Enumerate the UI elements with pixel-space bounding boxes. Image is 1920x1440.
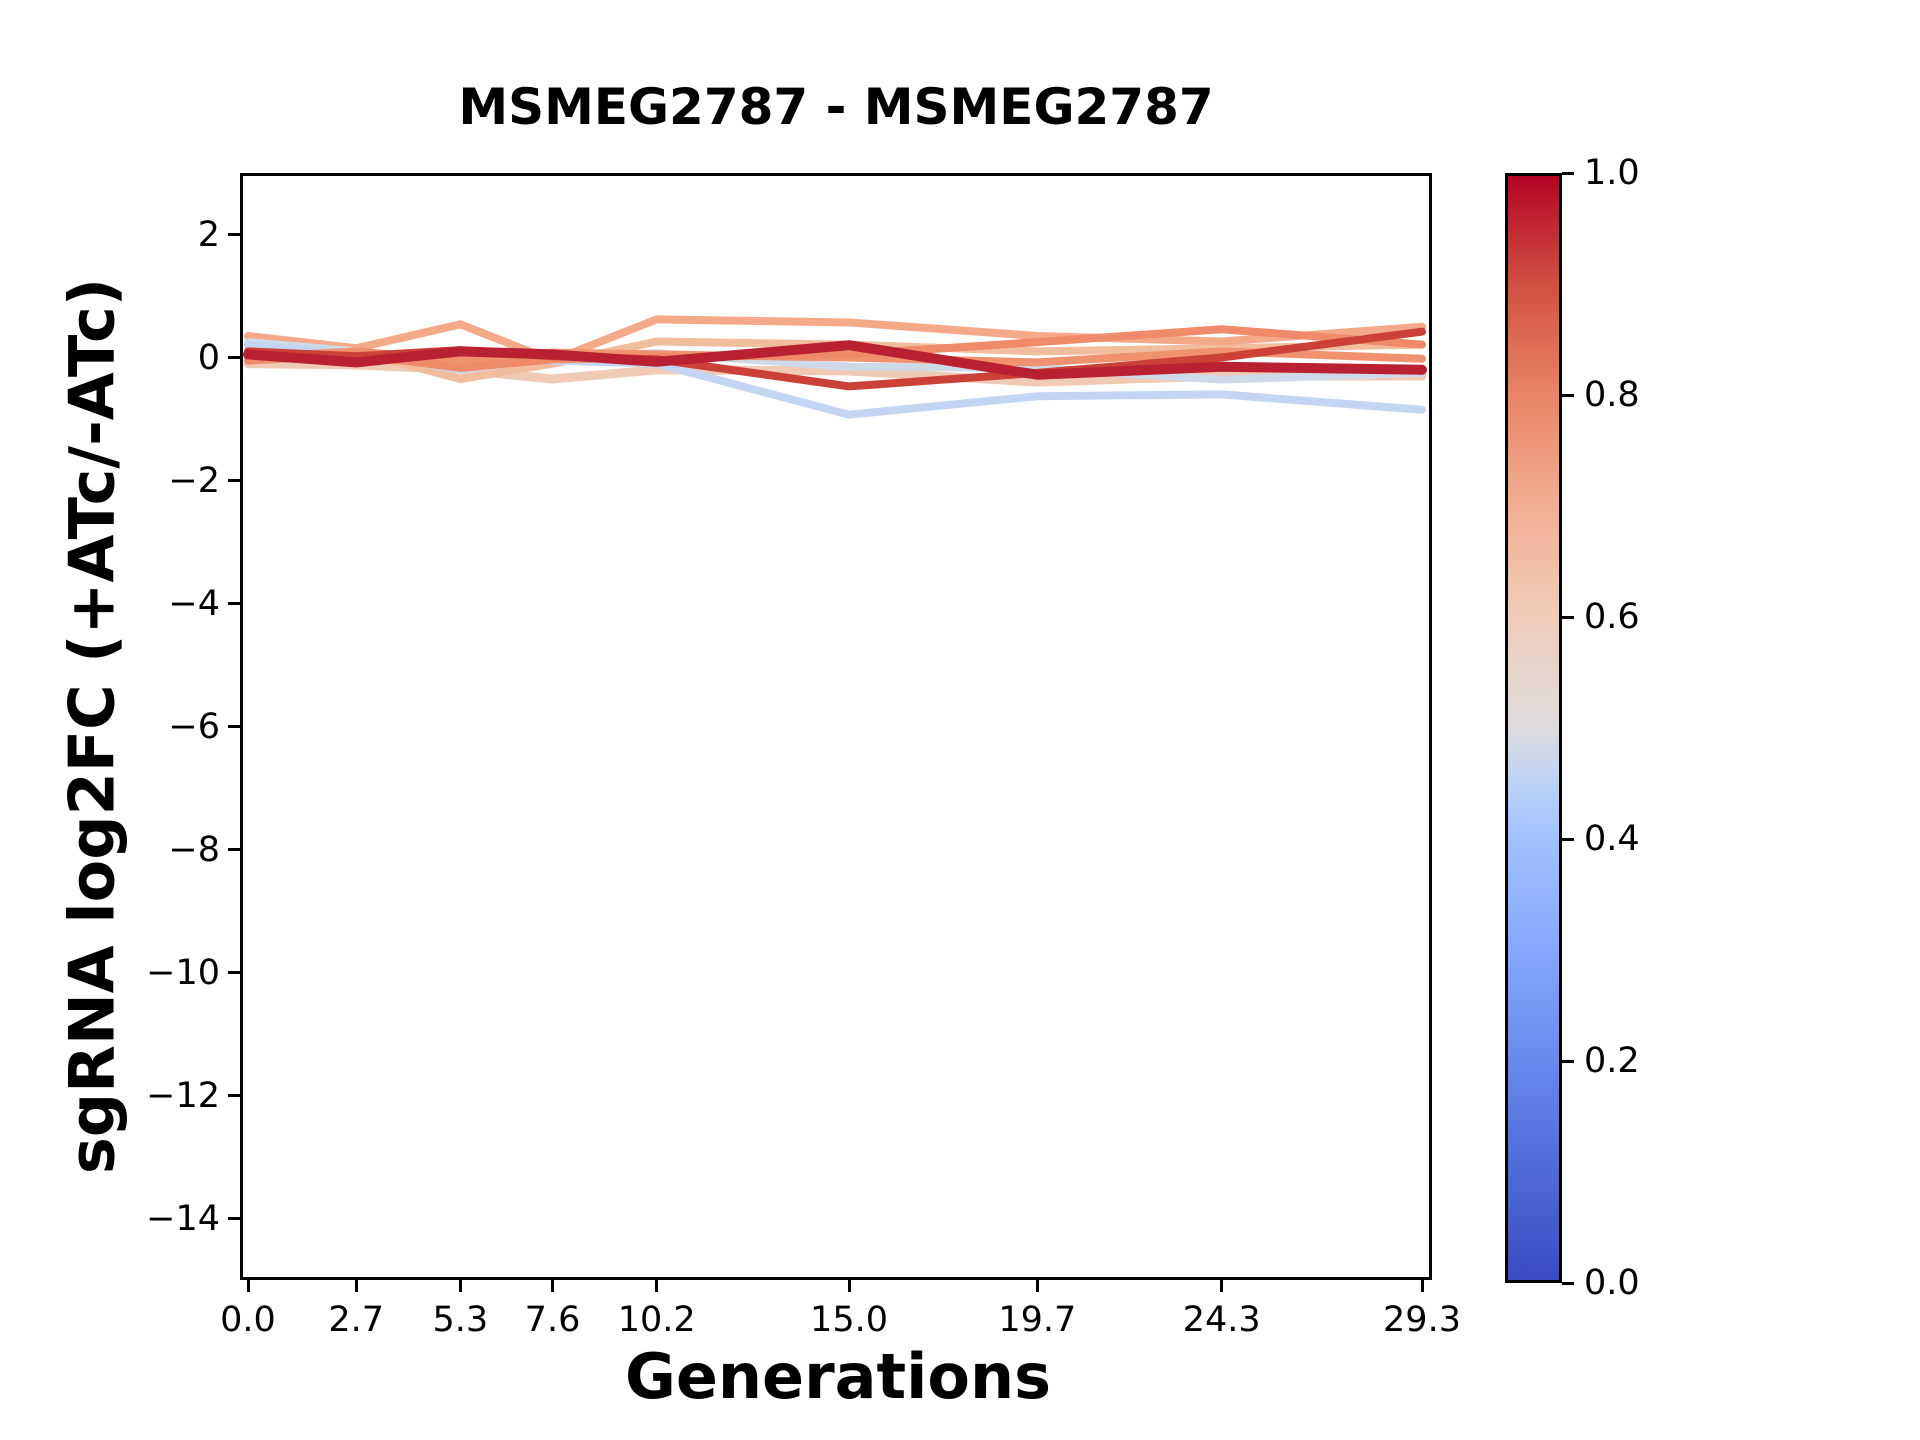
x-tick-label: 10.2 [617,1300,696,1340]
y-tick-mark [228,356,240,359]
colorbar-gradient [1508,176,1559,1280]
y-tick-mark [228,602,240,605]
x-tick-mark [246,1280,250,1292]
x-tick-label: 5.3 [432,1300,489,1340]
y-tick-mark [228,233,240,236]
y-tick-label: −14 [146,1198,220,1239]
y-tick-mark [228,971,240,974]
chart-title: MSMEG2787 - MSMEG2787 [458,78,1214,136]
x-tick-mark [458,1280,462,1292]
colorbar-tick-mark [1562,837,1574,841]
colorbar [1505,173,1562,1283]
y-tick-mark [228,725,240,728]
colorbar-tick-label: 0.8 [1584,375,1640,415]
x-tick-label: 29.3 [1383,1300,1461,1340]
colorbar-tick-label: 0.4 [1584,819,1640,859]
x-tick-label: 0.0 [220,1300,276,1340]
x-tick-label: 2.7 [328,1300,385,1340]
series-line-sgRNA-5 [244,315,1426,365]
x-tick-mark [847,1280,851,1292]
series-lines [243,315,1427,419]
x-tick-mark [354,1280,358,1292]
x-tick-mark [1035,1280,1039,1292]
x-tick-mark [1420,1280,1424,1292]
colorbar-tick-mark [1562,171,1574,175]
y-tick-label: −2 [168,460,220,501]
y-tick-mark [228,1217,240,1220]
series-line-sgRNA-1 [243,340,1427,380]
x-tick-label: 15.0 [810,1300,888,1340]
colorbar-tick-mark [1562,1059,1574,1063]
y-tick-mark [228,479,240,482]
y-tick-label: −4 [168,583,220,624]
x-tick-label: 19.7 [998,1300,1077,1340]
y-tick-label: 2 [197,214,220,255]
x-axis-label: Generations [624,1340,1052,1413]
colorbar-tick-mark [1562,393,1574,397]
y-tick-label: −6 [168,706,220,747]
colorbar-tick-label: 0.6 [1584,597,1640,637]
y-tick-label: −12 [146,1075,220,1116]
colorbar-tick-label: 0.2 [1584,1041,1640,1081]
x-tick-mark [551,1280,555,1292]
x-tick-mark [1220,1280,1224,1292]
plot-area [240,173,1432,1280]
y-tick-mark [228,1094,240,1097]
y-axis-label: sgRNA log2FC (+ATc/-ATc) [55,277,129,1175]
x-tick-label: 7.6 [524,1300,581,1340]
colorbar-tick-mark [1562,615,1574,619]
colorbar-tick-label: 1.0 [1584,153,1640,193]
x-tick-mark [655,1280,659,1292]
y-tick-mark [228,848,240,851]
colorbar-tick-label: 0.0 [1584,1263,1640,1303]
y-tick-label: −8 [168,829,220,870]
x-tick-label: 24.3 [1182,1300,1261,1340]
y-tick-label: 0 [197,337,220,378]
y-tick-label: −10 [146,952,220,993]
colorbar-tick-mark [1562,1281,1574,1285]
